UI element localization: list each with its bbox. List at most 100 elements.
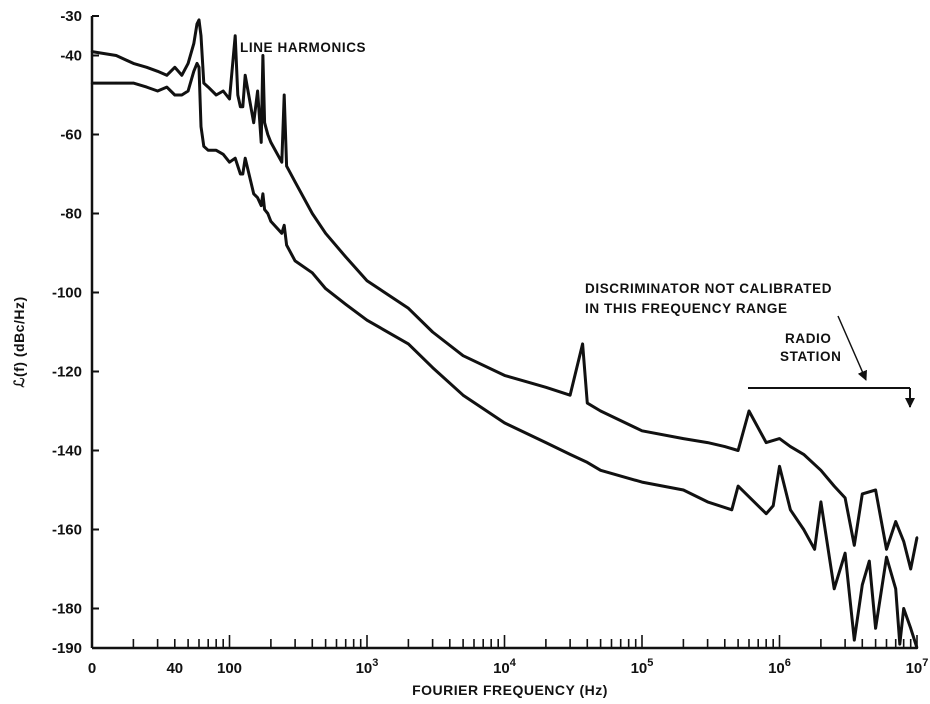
series-2-point: [269, 220, 273, 223]
series-1-point: [344, 255, 347, 259]
series-1-point: [197, 18, 201, 22]
series-2-point: [736, 484, 740, 488]
y-tick-label: -190: [52, 640, 82, 657]
series-1-point: [885, 548, 888, 551]
series-1-point: [765, 441, 768, 444]
series-2-point: [239, 172, 242, 176]
series-2-point: [640, 480, 644, 484]
annotation-discriminator-line-1: DISCRIMINATOR NOT CALIBRATED: [585, 281, 832, 296]
y-tick-label: -80: [60, 206, 82, 223]
x-tick-label: 107: [906, 657, 929, 677]
series-1-point: [461, 354, 465, 357]
series-2-point: [115, 81, 118, 85]
x-tick-label: 100: [217, 660, 242, 677]
y-tick-label: -40: [60, 48, 82, 65]
x-tick-label: 103: [356, 657, 379, 677]
series-1-point: [640, 429, 644, 432]
series-2-point: [202, 145, 205, 148]
series-2-point: [915, 646, 919, 650]
series-2-point: [156, 89, 159, 93]
series-1-point: [260, 141, 263, 144]
series-2-point: [853, 638, 856, 642]
series-1-point: [239, 105, 242, 109]
series-2-point: [833, 587, 836, 590]
y-tick-label: -100: [52, 285, 82, 302]
series-1-point: [90, 50, 94, 53]
series-2-point: [365, 319, 369, 322]
series-1-point: [199, 34, 203, 37]
series-1-point: [819, 469, 823, 472]
series-2-point: [344, 303, 347, 306]
x-axis-title: FOURIER FREQUENCY (Hz): [412, 682, 608, 698]
series-1-point: [568, 394, 572, 397]
series-1-point: [241, 105, 244, 109]
y-tick-label: -120: [52, 364, 82, 381]
series-1-point: [283, 93, 286, 97]
series-2-point: [503, 421, 506, 425]
series-2-point: [765, 512, 768, 515]
series-2-point: [173, 93, 176, 97]
series-2-point: [431, 366, 434, 369]
series-1-point: [843, 496, 847, 500]
series-2-point: [778, 465, 781, 468]
series-1-point: [407, 307, 410, 310]
series-2-point: [861, 583, 864, 586]
series-1-point: [165, 74, 168, 77]
series-2-point: [885, 555, 888, 559]
series-2-point: [894, 587, 897, 590]
series-line-1: [91, 18, 919, 571]
series-2-point: [260, 204, 263, 207]
series-2-point: [544, 441, 548, 444]
x-tick-label: 105: [631, 657, 654, 677]
series-2-point: [222, 153, 225, 156]
y-tick-label: -60: [60, 127, 82, 144]
series-1-point: [266, 133, 269, 136]
series-1-point: [311, 212, 314, 215]
y-tick-label: -140: [52, 443, 82, 460]
series-2-point: [145, 85, 148, 89]
y-tick-label: -30: [60, 8, 82, 25]
series-2-point: [215, 149, 218, 152]
series-2-point: [898, 642, 901, 646]
series-1-point: [173, 66, 176, 69]
series-1-point: [833, 484, 836, 488]
series-2-point: [132, 81, 135, 85]
series-1-point: [263, 121, 266, 124]
series-2-point: [234, 157, 237, 160]
series-1-point: [195, 22, 199, 26]
series-2-point: [252, 192, 255, 195]
series-2-point: [261, 192, 265, 195]
series-1-point: [293, 180, 297, 184]
series-2-point: [568, 453, 572, 456]
series-1-point: [747, 409, 751, 413]
series-2-point: [228, 161, 231, 164]
series-2-point: [599, 469, 602, 472]
series-1-point: [269, 141, 273, 144]
series-2-point: [772, 504, 775, 507]
series-1-point: [324, 232, 327, 235]
series-1-point: [909, 567, 912, 571]
series-1-point: [252, 121, 255, 124]
x-tick-label: 40: [166, 660, 183, 677]
series-1-point: [431, 330, 434, 334]
series-2-point: [324, 287, 327, 290]
series-1-point: [874, 488, 877, 492]
series-2-point: [586, 461, 589, 464]
series-2-point: [843, 552, 847, 555]
series-2-point: [802, 528, 805, 531]
series-2-point: [236, 164, 239, 168]
series-2-point: [293, 259, 297, 263]
series-1-point: [503, 374, 506, 377]
series-1-point: [222, 89, 225, 93]
annotation-line-harmonics: LINE HARMONICS: [240, 40, 366, 55]
series-1-point: [789, 445, 792, 448]
series-1-point: [156, 70, 159, 73]
series-2-point: [165, 85, 168, 89]
x-tick-label: 106: [768, 657, 791, 677]
series-2-point: [241, 172, 244, 176]
series-1-point: [180, 74, 183, 77]
series-1-point: [261, 54, 265, 57]
series-2-point: [199, 125, 203, 128]
discriminator-arrow: [837, 315, 867, 381]
series-1-point: [202, 81, 205, 85]
